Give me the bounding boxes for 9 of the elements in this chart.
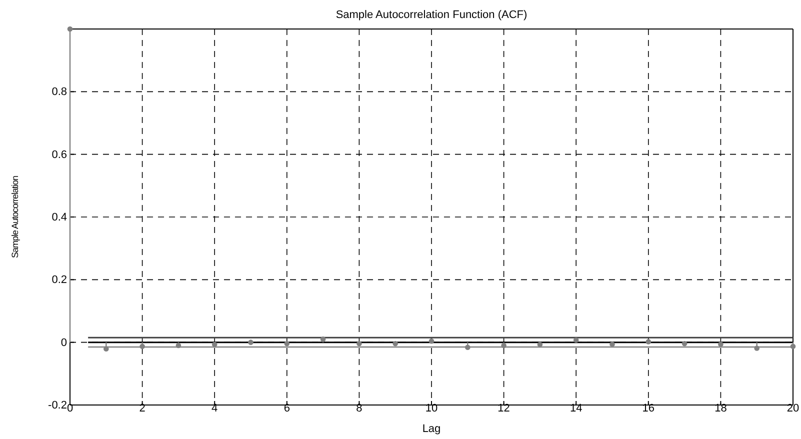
y-tick-label: 0.6: [52, 148, 67, 161]
chart-title: Sample Autocorrelation Function (ACF): [336, 9, 528, 21]
y-axis-title: Sample Autocorrelation: [10, 175, 20, 258]
y-tick-label: 0.2: [52, 274, 67, 286]
y-tick-label: 0.4: [52, 212, 67, 224]
y-tick-label: 0.8: [52, 86, 67, 98]
x-axis-title: Lag: [422, 423, 441, 435]
y-tick-label: -0.2: [48, 400, 67, 412]
y-tick-label: 0: [60, 336, 67, 349]
